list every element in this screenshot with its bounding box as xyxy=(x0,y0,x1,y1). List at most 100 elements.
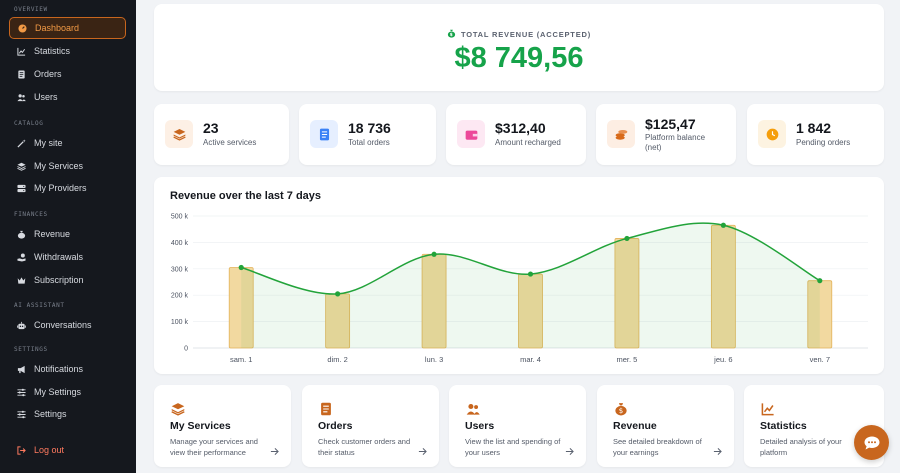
chat-bubble-icon xyxy=(864,436,879,449)
quick-link-desc: Detailed analysis of your platform xyxy=(760,437,842,457)
sidebar-item-notifications[interactable]: Notifications xyxy=(9,358,126,380)
quick-link-title: Statistics xyxy=(760,420,807,432)
sidebar: OVERVIEW Dashboard Statistics Orders Use… xyxy=(0,0,136,473)
sidebar-item-label: Statistics xyxy=(34,46,71,56)
x-tick-label: jeu. 6 xyxy=(713,355,732,364)
stat-card-amount-recharged: $312,40 Amount recharged xyxy=(446,104,586,165)
arrow-right-icon xyxy=(270,447,279,456)
sliders-icon xyxy=(17,388,26,397)
sidebar-item-my-providers[interactable]: My Providers xyxy=(9,177,126,199)
sidebar-item-my-settings[interactable]: My Settings xyxy=(9,381,126,403)
sidebar-item-label: My Providers xyxy=(34,183,87,193)
chart-point xyxy=(431,251,437,257)
quick-link-title: Users xyxy=(465,420,495,432)
sidebar-item-dashboard[interactable]: Dashboard xyxy=(9,17,126,39)
chart-point xyxy=(335,291,341,297)
sidebar-item-conversations[interactable]: Conversations xyxy=(9,314,126,336)
chart-point xyxy=(624,235,630,242)
sidebar-item-label: Users xyxy=(34,92,58,102)
crown-icon xyxy=(17,276,26,285)
revenue-chart: 0 100 k 200 k 300 k 400 k 500 k sam. 1 dim. 2 lu… xyxy=(171,214,868,364)
sliders-icon xyxy=(17,410,26,419)
svg-text:$: $ xyxy=(619,407,623,415)
section-title-settings: SETTINGS xyxy=(14,346,48,353)
quick-link-title: Orders xyxy=(318,420,353,432)
total-revenue-value: $8 749,56 xyxy=(454,42,584,74)
quick-link-users[interactable]: Users View the list and spending of your… xyxy=(449,385,586,467)
server-icon xyxy=(17,184,26,193)
sidebar-item-revenue[interactable]: Revenue xyxy=(9,223,126,245)
clock-icon xyxy=(758,120,786,148)
stat-card-active-services: 23 Active services xyxy=(154,104,289,165)
x-tick-label: lun. 3 xyxy=(425,355,443,364)
total-revenue-label: TOTAL REVENUE (ACCEPTED) xyxy=(460,30,592,39)
y-tick-label: 300 k xyxy=(171,266,189,273)
stat-value: 18 736 xyxy=(348,120,391,136)
section-title-catalog: CATALOG xyxy=(14,120,44,127)
revenue-chart-card: Revenue over the last 7 days 0 100 k 200 k… xyxy=(154,177,884,374)
x-tick-label: dim. 2 xyxy=(327,355,347,364)
sidebar-item-label: Dashboard xyxy=(35,23,80,33)
megaphone-icon xyxy=(17,365,26,374)
section-title-finances: FINANCES xyxy=(14,211,48,218)
sidebar-item-label: Withdrawals xyxy=(34,252,84,262)
money-bag-icon: $ xyxy=(615,403,627,416)
stat-card-pending-orders: 1 842 Pending orders xyxy=(747,104,884,165)
hand-coins-icon xyxy=(17,253,26,262)
sidebar-item-orders[interactable]: Orders xyxy=(9,63,126,85)
total-revenue-card: $ TOTAL REVENUE (ACCEPTED) $8 749,56 xyxy=(154,4,884,91)
quick-link-my-services[interactable]: My Services Manage your services and vie… xyxy=(154,385,291,467)
sidebar-item-label: My Services xyxy=(34,161,84,171)
layers-icon xyxy=(17,162,26,171)
arrow-right-icon xyxy=(713,447,722,456)
sidebar-item-settings[interactable]: Settings xyxy=(9,403,126,425)
quick-link-orders[interactable]: Orders Check customer orders and their s… xyxy=(302,385,439,467)
sidebar-item-statistics[interactable]: Statistics xyxy=(9,40,126,62)
wallet-icon xyxy=(457,120,485,148)
y-tick-label: 200 k xyxy=(171,293,189,300)
quick-link-title: Revenue xyxy=(613,420,657,432)
quick-link-revenue[interactable]: $ Revenue See detailed breakdown of your… xyxy=(597,385,734,467)
quick-link-title: My Services xyxy=(170,420,231,432)
y-tick-label: 400 k xyxy=(171,240,189,247)
sidebar-item-my-site[interactable]: My site xyxy=(9,132,126,154)
money-bag-icon: $ xyxy=(447,29,456,38)
layers-icon xyxy=(165,120,193,148)
users-icon xyxy=(17,93,26,102)
logout-button[interactable]: Log out xyxy=(9,439,126,461)
stat-value: 23 xyxy=(203,120,219,136)
logout-label: Log out xyxy=(34,445,65,455)
stat-label: Pending orders xyxy=(796,138,851,147)
chart-area xyxy=(241,223,820,348)
section-title-overview: OVERVIEW xyxy=(14,6,48,13)
arrow-right-icon xyxy=(565,447,574,456)
sidebar-item-subscription[interactable]: Subscription xyxy=(9,269,126,291)
sidebar-item-my-services[interactable]: My Services xyxy=(9,155,126,177)
sidebar-item-label: Conversations xyxy=(34,320,92,330)
stat-value: $312,40 xyxy=(495,120,546,136)
y-tick-label: 0 xyxy=(184,346,188,353)
sidebar-item-label: Revenue xyxy=(34,229,71,239)
sidebar-item-label: Notifications xyxy=(34,364,84,374)
dashboard-icon xyxy=(18,23,27,33)
chat-button[interactable] xyxy=(854,425,889,460)
sidebar-item-label: Subscription xyxy=(34,275,84,285)
stat-value: $125,47 xyxy=(645,116,696,132)
sidebar-item-withdrawals[interactable]: Withdrawals xyxy=(9,246,126,268)
stat-label: Amount recharged xyxy=(495,138,561,147)
money-bag-icon xyxy=(17,230,26,239)
chart-line-icon xyxy=(17,47,26,56)
document-icon xyxy=(321,402,331,416)
sidebar-item-label: Orders xyxy=(34,69,62,79)
quick-link-desc: Manage your services and view their perf… xyxy=(170,437,258,457)
layers-icon xyxy=(171,403,185,416)
users-icon xyxy=(466,403,480,415)
sidebar-item-users[interactable]: Users xyxy=(9,86,126,108)
chart-title: Revenue over the last 7 days xyxy=(170,190,322,202)
svg-text:$: $ xyxy=(450,32,454,38)
stat-card-platform-balance: $125,47 Platform balance (net) xyxy=(596,104,736,165)
stat-card-total-orders: 18 736 Total orders xyxy=(299,104,436,165)
x-tick-label: mer. 5 xyxy=(617,355,638,364)
sidebar-item-label: My Settings xyxy=(34,387,82,397)
chart-line-icon xyxy=(761,403,774,416)
